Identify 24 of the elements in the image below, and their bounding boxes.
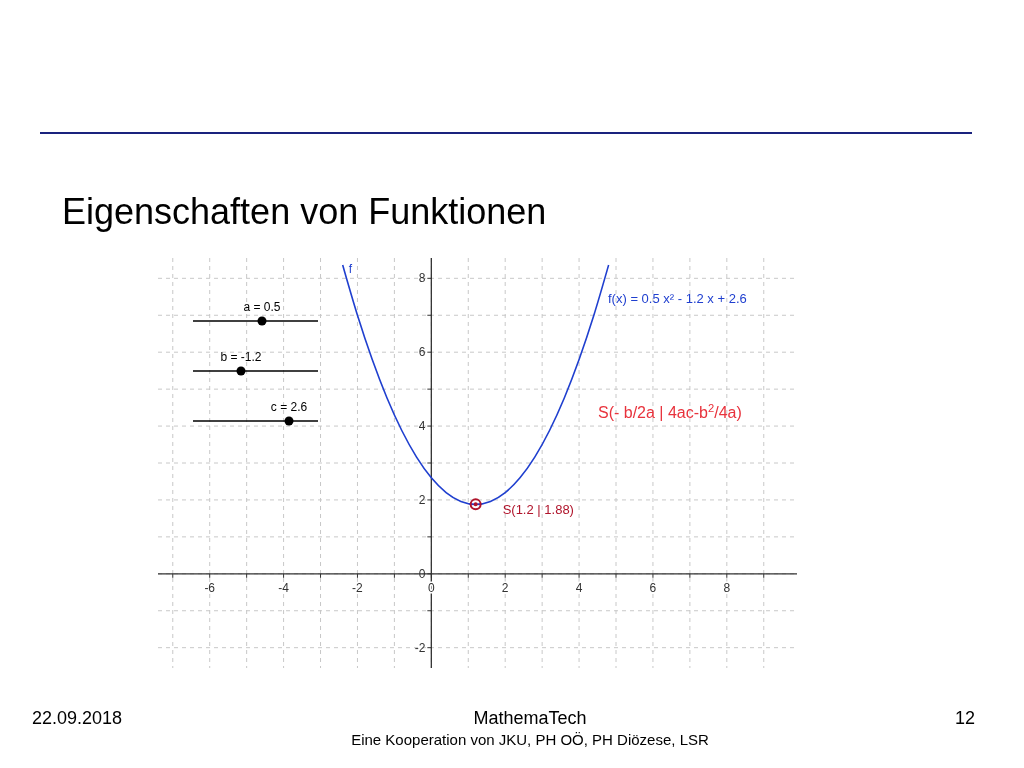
annotation: f(x) = 0.5 x² - 1.2 x + 2.6 [608,291,747,306]
y-tick-label: 2 [418,492,426,507]
text: 12 [954,708,975,728]
annotation: b = -1.2 [220,350,262,364]
text: Eine Kooperation von JKU, PH OÖ, PH Diözese, LSR [351,731,709,748]
annotation: c = 2.6 [270,400,308,414]
x-tick-label: -2 [352,580,364,595]
y-tick-label: 4 [418,419,426,434]
x-tick-label: 6 [649,580,657,595]
annotation: S(- b/2a | 4ac-b$^{2}$/4a) [598,402,742,421]
text: MathemaTech [473,708,587,728]
x-tick-label: -4 [278,580,290,595]
x-tick-label: 4 [575,580,583,595]
x-tick-label: -6 [204,580,216,595]
y-tick-label: -2 [414,640,426,655]
x-tick-label: 2 [501,580,509,595]
series-label: f [348,262,353,277]
annotation: S(1.2 | 1.88) [502,502,574,518]
annotation: a = 0.5 [243,300,281,314]
x-tick-label: 8 [723,580,731,595]
text: 22.09.2018 [32,708,123,728]
y-tick-label: 6 [418,345,426,360]
chart-title: Eigenschaften von Funktionen [62,191,547,232]
y-tick-label: 8 [418,271,426,286]
